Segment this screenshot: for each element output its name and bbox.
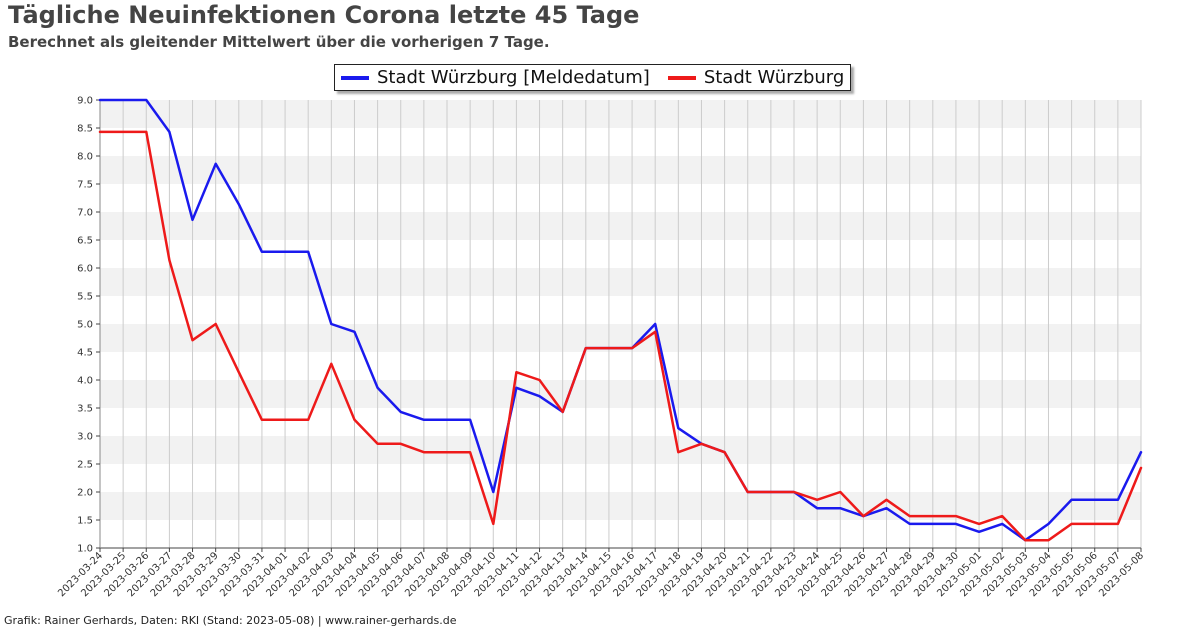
legend-item-stadt: Stadt Würzburg: [667, 67, 845, 88]
legend-label-meldedatum: Stadt Würzburg [Meldedatum]: [377, 67, 650, 88]
chart-subtitle: Berechnet als gleitender Mittelwert über…: [8, 33, 550, 51]
footer-credit: Grafik: Rainer Gerhards, Daten: RKI (Sta…: [4, 614, 457, 627]
y-tick-label: 5.0: [77, 320, 93, 331]
legend-label-stadt: Stadt Würzburg: [703, 67, 845, 88]
y-tick-label: 8.5: [77, 124, 93, 135]
y-tick-label: 1.5: [77, 516, 93, 527]
y-tick-label: 2.0: [77, 488, 93, 499]
grid-band: [100, 156, 1141, 184]
legend-item-meldedatum: Stadt Würzburg [Meldedatum]: [341, 67, 650, 88]
grid-band: [100, 100, 1141, 128]
y-tick-label: 4.5: [77, 348, 93, 359]
grid-band: [100, 436, 1141, 464]
chart-legend: Stadt Würzburg [Meldedatum] Stadt Würzbu…: [334, 64, 852, 91]
y-tick-label: 8.0: [77, 152, 93, 163]
y-tick-label: 3.5: [77, 404, 93, 415]
chart-title: Tägliche Neuinfektionen Corona letzte 45…: [8, 1, 640, 29]
y-tick-label: 2.5: [77, 460, 93, 471]
legend-swatch-red: [667, 75, 696, 80]
grid-band: [100, 380, 1141, 408]
y-tick-label: 4.0: [77, 376, 93, 387]
series-line-1: [98, 130, 1143, 542]
legend-swatch-blue: [341, 75, 369, 80]
y-tick-label: 7.5: [77, 180, 93, 191]
y-tick-label: 5.5: [77, 292, 93, 303]
y-tick-label: 6.0: [77, 264, 93, 275]
y-tick-label: 6.5: [77, 236, 93, 247]
y-tick-label: 9.0: [77, 96, 93, 107]
y-tick-label: 7.0: [77, 208, 93, 219]
grid-band: [100, 492, 1141, 520]
grid-band: [100, 212, 1141, 240]
grid-band: [100, 268, 1141, 296]
y-tick-label: 3.0: [77, 432, 93, 443]
y-tick-label: 1.0: [77, 544, 93, 555]
